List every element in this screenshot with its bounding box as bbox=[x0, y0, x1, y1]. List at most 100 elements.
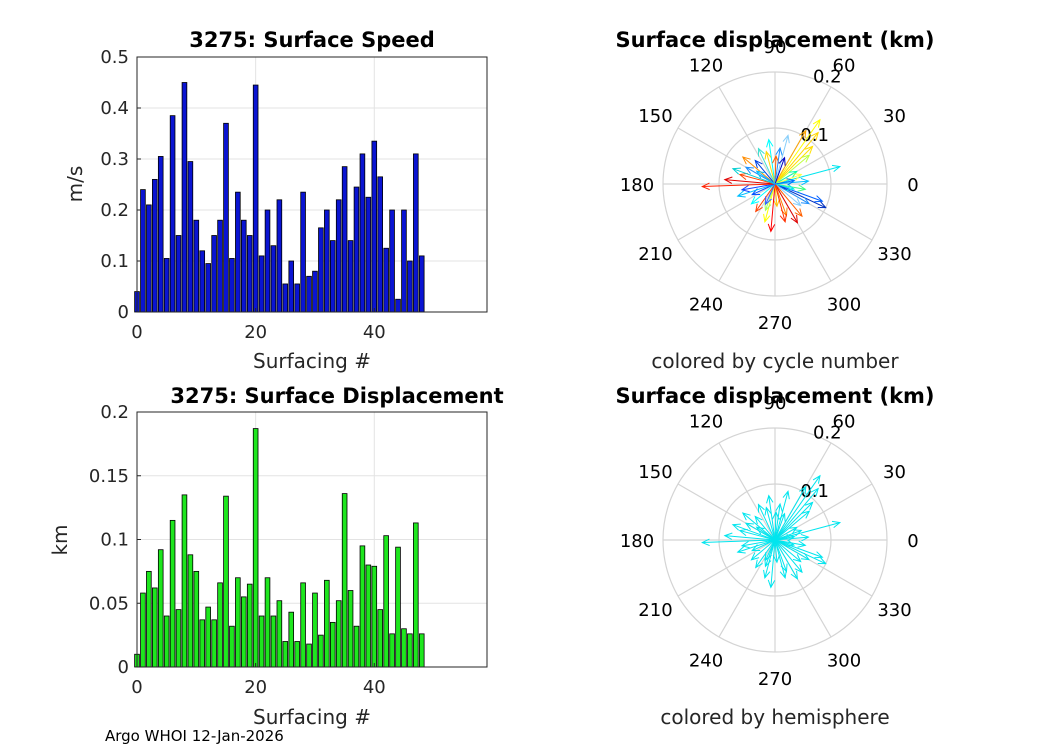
polar-cycle-vector-head bbox=[793, 173, 803, 181]
polar-cycle-angle-label: 0 bbox=[907, 175, 918, 196]
displacement-bar bbox=[371, 565, 378, 668]
polar-cycle-vector bbox=[774, 183, 823, 202]
polar-hemisphere-vector bbox=[768, 495, 776, 541]
polar-cycle-angle-label: 60 bbox=[833, 55, 856, 76]
polar-cycle-vector-head bbox=[782, 134, 790, 144]
polar-hemisphere-vector-head bbox=[817, 557, 827, 565]
speed-bar bbox=[235, 191, 241, 313]
polar-cycle-vector bbox=[724, 179, 776, 185]
polar-hemisphere-title: Surface displacement (km) bbox=[615, 384, 934, 408]
polar-hemisphere-vector bbox=[774, 539, 810, 561]
polar-hemisphere-vector bbox=[774, 475, 821, 541]
polar-hemisphere-vector bbox=[774, 513, 786, 541]
displacement-bar bbox=[157, 549, 164, 668]
polar-hemisphere-vector bbox=[702, 539, 776, 544]
displacement-bar bbox=[365, 564, 372, 668]
speed-bar bbox=[335, 199, 342, 313]
polar-cycle-vector bbox=[751, 183, 776, 205]
speed-bar bbox=[347, 240, 354, 313]
polar-hemisphere-vector bbox=[774, 539, 798, 580]
displacement-bar bbox=[205, 606, 211, 668]
displacement-bar bbox=[146, 570, 152, 668]
polar-hemisphere-vector bbox=[764, 539, 776, 578]
polar-cycle-vector-head bbox=[775, 146, 783, 156]
polar-hemisphere-vector bbox=[751, 539, 776, 552]
polar-cycle-vector-head bbox=[738, 172, 748, 181]
polar-hemisphere-vector-head bbox=[804, 501, 814, 511]
polar-cycle-angle-label: 300 bbox=[827, 295, 861, 316]
polar-hemisphere-vector bbox=[774, 488, 819, 541]
polar-hemisphere-vector-head bbox=[763, 569, 771, 580]
speed-bar bbox=[193, 219, 200, 313]
polar-cycle-vector-head bbox=[817, 201, 827, 209]
polar-cycle-vector bbox=[751, 183, 776, 196]
speed-bar bbox=[329, 240, 336, 313]
polar-cycle-vector-head bbox=[772, 198, 781, 208]
displacement-bar bbox=[264, 577, 271, 668]
speed-bar bbox=[152, 178, 158, 313]
polar-hemisphere-vector-head bbox=[794, 564, 803, 574]
polar-cycle-vector-head bbox=[701, 182, 710, 191]
polar-cycle-vector bbox=[774, 183, 803, 217]
displacement-bar bbox=[152, 587, 158, 668]
polar-cycle-vector bbox=[702, 183, 776, 188]
polar-hemisphere-vector-head bbox=[785, 539, 796, 547]
polar-cycle-vector-head bbox=[800, 196, 811, 205]
polar-cycle-vector-head bbox=[723, 176, 733, 184]
displacement-y-tick-label: 0.1 bbox=[100, 530, 129, 551]
speed-bar bbox=[318, 227, 324, 313]
polar-hemisphere-vector-head bbox=[812, 474, 821, 484]
displacement-bar bbox=[270, 615, 277, 668]
polar-cycle-vector-head bbox=[800, 177, 810, 186]
polar-hemisphere-vector bbox=[757, 504, 776, 541]
polar-cycle-vector bbox=[741, 183, 776, 191]
displacement-y-axis-label: km bbox=[48, 524, 72, 555]
polar-cycle-vector-head bbox=[731, 167, 741, 175]
polar-cycle-vector bbox=[742, 156, 776, 185]
speed-x-tick-label: 0 bbox=[131, 322, 142, 343]
speed-bar bbox=[175, 235, 182, 313]
polar-hemisphere-vector-head bbox=[731, 523, 741, 531]
polar-cycle-vector-head bbox=[804, 145, 814, 155]
polar-hemisphere-vector bbox=[774, 502, 813, 541]
displacement-bar bbox=[312, 592, 318, 668]
speed-bar bbox=[282, 283, 289, 313]
displacement-bar bbox=[193, 570, 200, 668]
polar-hemisphere-vector-head bbox=[765, 552, 772, 562]
polar-hemisphere-vector bbox=[765, 539, 776, 561]
polar-hemisphere-angle-label: 210 bbox=[638, 600, 672, 621]
displacement-bar bbox=[341, 493, 348, 668]
polar-hemisphere-vector bbox=[774, 539, 795, 546]
displacement-bar bbox=[229, 625, 235, 668]
polar-hemisphere-vector-head bbox=[800, 533, 810, 542]
polar-cycle-vector bbox=[774, 183, 810, 205]
polar-hemisphere-angle-label: 240 bbox=[689, 651, 723, 672]
displacement-bar bbox=[389, 633, 395, 668]
displacement-y-tick-label: 0 bbox=[118, 657, 129, 678]
displacement-bar bbox=[300, 582, 306, 668]
displacement-bar bbox=[395, 546, 401, 668]
polar-cycle-vector-head bbox=[779, 213, 787, 224]
polar-hemisphere-vector bbox=[774, 539, 823, 558]
displacement-bar bbox=[347, 590, 354, 668]
polar-cycle-angle-label: 270 bbox=[758, 313, 792, 334]
displacement-y-tick-label: 0.15 bbox=[89, 466, 129, 487]
polar-hemisphere-caption: colored by hemisphere bbox=[660, 705, 889, 729]
speed-bar bbox=[270, 245, 277, 313]
speed-bar bbox=[324, 209, 330, 313]
speed-bar bbox=[241, 219, 247, 313]
polar-cycle-spoke bbox=[677, 183, 776, 241]
speed-bar bbox=[353, 186, 360, 313]
polar-cycle-vector bbox=[774, 183, 802, 206]
polar-cycle-chart: Surface displacement (km) colored by cyc… bbox=[615, 28, 934, 373]
polar-hemisphere-vector bbox=[774, 503, 781, 541]
polar-cycle-vector-head bbox=[740, 184, 750, 193]
polar-hemisphere-vector-head bbox=[754, 515, 763, 525]
polar-hemisphere-vector bbox=[774, 491, 789, 541]
polar-cycle-vector-head bbox=[744, 166, 754, 174]
speed-y-tick-label: 0.4 bbox=[100, 98, 129, 119]
polar-cycle-angle-label: 30 bbox=[883, 106, 906, 127]
polar-cycle-vector-head bbox=[801, 154, 811, 163]
displacement-bar bbox=[335, 600, 342, 668]
polar-hemisphere-vector bbox=[732, 524, 776, 541]
